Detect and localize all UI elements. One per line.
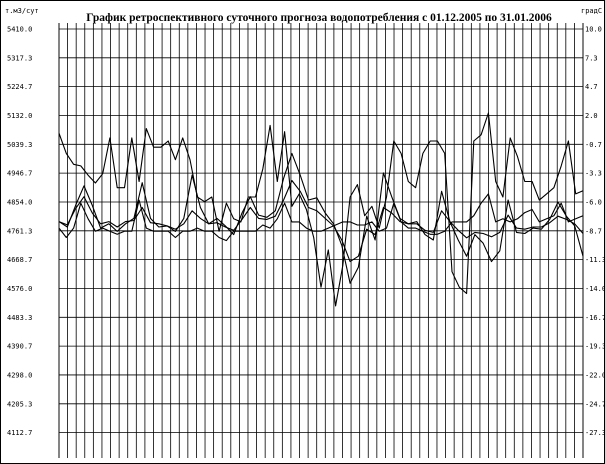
right-tick-label: -3.3 <box>585 170 602 178</box>
chart-title: График ретроспективного суточного прогно… <box>86 12 552 24</box>
right-tick-label: -14.0 <box>585 285 604 293</box>
right-tick-label: -27.3 <box>585 429 604 437</box>
series-line-2 <box>58 193 584 242</box>
right-tick-label: 10.0 <box>585 26 602 34</box>
right-axis-unit: градС <box>581 7 602 15</box>
left-tick-label: 4205.3 <box>7 400 32 408</box>
right-tick-label: -24.7 <box>585 400 604 408</box>
right-tick-label: -0.7 <box>585 141 602 149</box>
right-tick-label: 7.3 <box>585 54 598 62</box>
left-tick-label: 4483.3 <box>7 314 32 322</box>
series-line-3 <box>58 152 584 284</box>
left-tick-label: 5132.0 <box>7 112 32 120</box>
left-tick-label: 4390.7 <box>7 343 32 351</box>
left-axis-unit: т.м3/сут <box>5 7 39 15</box>
right-tick-label: -19.3 <box>585 343 604 351</box>
grid <box>58 23 584 458</box>
left-axis-ticks: 5410.0 5317.3 5224.7 5132.0 5039.3 4946.7 4854… <box>7 26 32 438</box>
right-tick-label: -16.7 <box>585 314 604 322</box>
series-lines <box>58 112 584 307</box>
series-line-1 <box>58 112 584 307</box>
left-tick-label: 4946.7 <box>7 170 32 178</box>
left-tick-label: 5039.3 <box>7 141 32 149</box>
right-tick-label: -8.7 <box>585 227 602 235</box>
left-tick-label: 4854.0 <box>7 198 32 206</box>
left-tick-label: 4761.3 <box>7 227 32 235</box>
left-tick-label: 4112.7 <box>7 429 32 437</box>
right-tick-label: 2.0 <box>585 112 598 120</box>
left-tick-label: 4298.0 <box>7 371 32 379</box>
right-tick-label: -11.3 <box>585 256 604 264</box>
right-tick-label: -22.0 <box>585 371 604 379</box>
series-line-4 <box>58 179 584 263</box>
right-axis-ticks: 10.0 7.3 4.7 2.0 -0.7 -3.3 -6.0 -8.7 -11.3 -14.0 -… <box>585 26 604 438</box>
right-tick-label: 4.7 <box>585 83 598 91</box>
left-tick-label: 4576.0 <box>7 285 32 293</box>
left-tick-label: 4668.7 <box>7 256 32 264</box>
left-tick-label: 5224.7 <box>7 83 32 91</box>
right-tick-label: -6.0 <box>585 198 602 206</box>
left-tick-label: 5410.0 <box>7 26 32 34</box>
left-tick-label: 5317.3 <box>7 54 32 62</box>
